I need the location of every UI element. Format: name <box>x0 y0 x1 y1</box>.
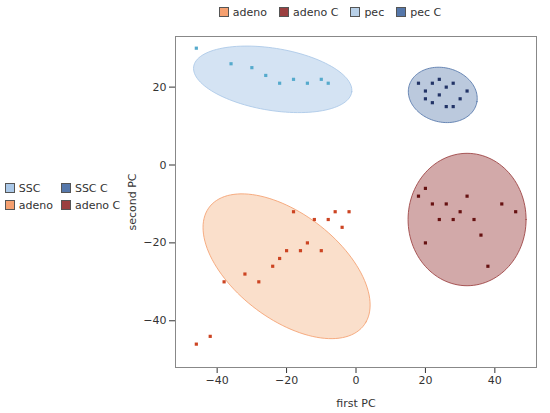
html-text:pec: pec <box>364 5 385 19</box>
svg-text:0: 0 <box>353 374 360 387</box>
svg-text:−40: −40 <box>143 314 166 327</box>
svg-text:40: 40 <box>488 374 502 387</box>
html-text:adeno: adeno <box>18 198 53 212</box>
svg-text:20: 20 <box>153 81 167 94</box>
svg-text:−20: −20 <box>275 374 298 387</box>
svg-text:first PC: first PC <box>336 397 376 410</box>
html-text:adeno C: adeno C <box>293 5 339 19</box>
html-text:SSC: SSC <box>18 181 41 195</box>
svg-text:20: 20 <box>418 374 432 387</box>
html-text:adeno C: adeno C <box>74 198 121 212</box>
html-text:adeno: adeno <box>232 5 267 19</box>
svg-text:second PC: second PC <box>126 173 139 230</box>
svg-text:0: 0 <box>160 159 167 172</box>
svg-text:−20: −20 <box>143 236 166 249</box>
svg-text:−40: −40 <box>206 374 229 387</box>
html-text:pec C: pec C <box>410 5 442 19</box>
html-text:SSC C: SSC C <box>74 181 108 195</box>
